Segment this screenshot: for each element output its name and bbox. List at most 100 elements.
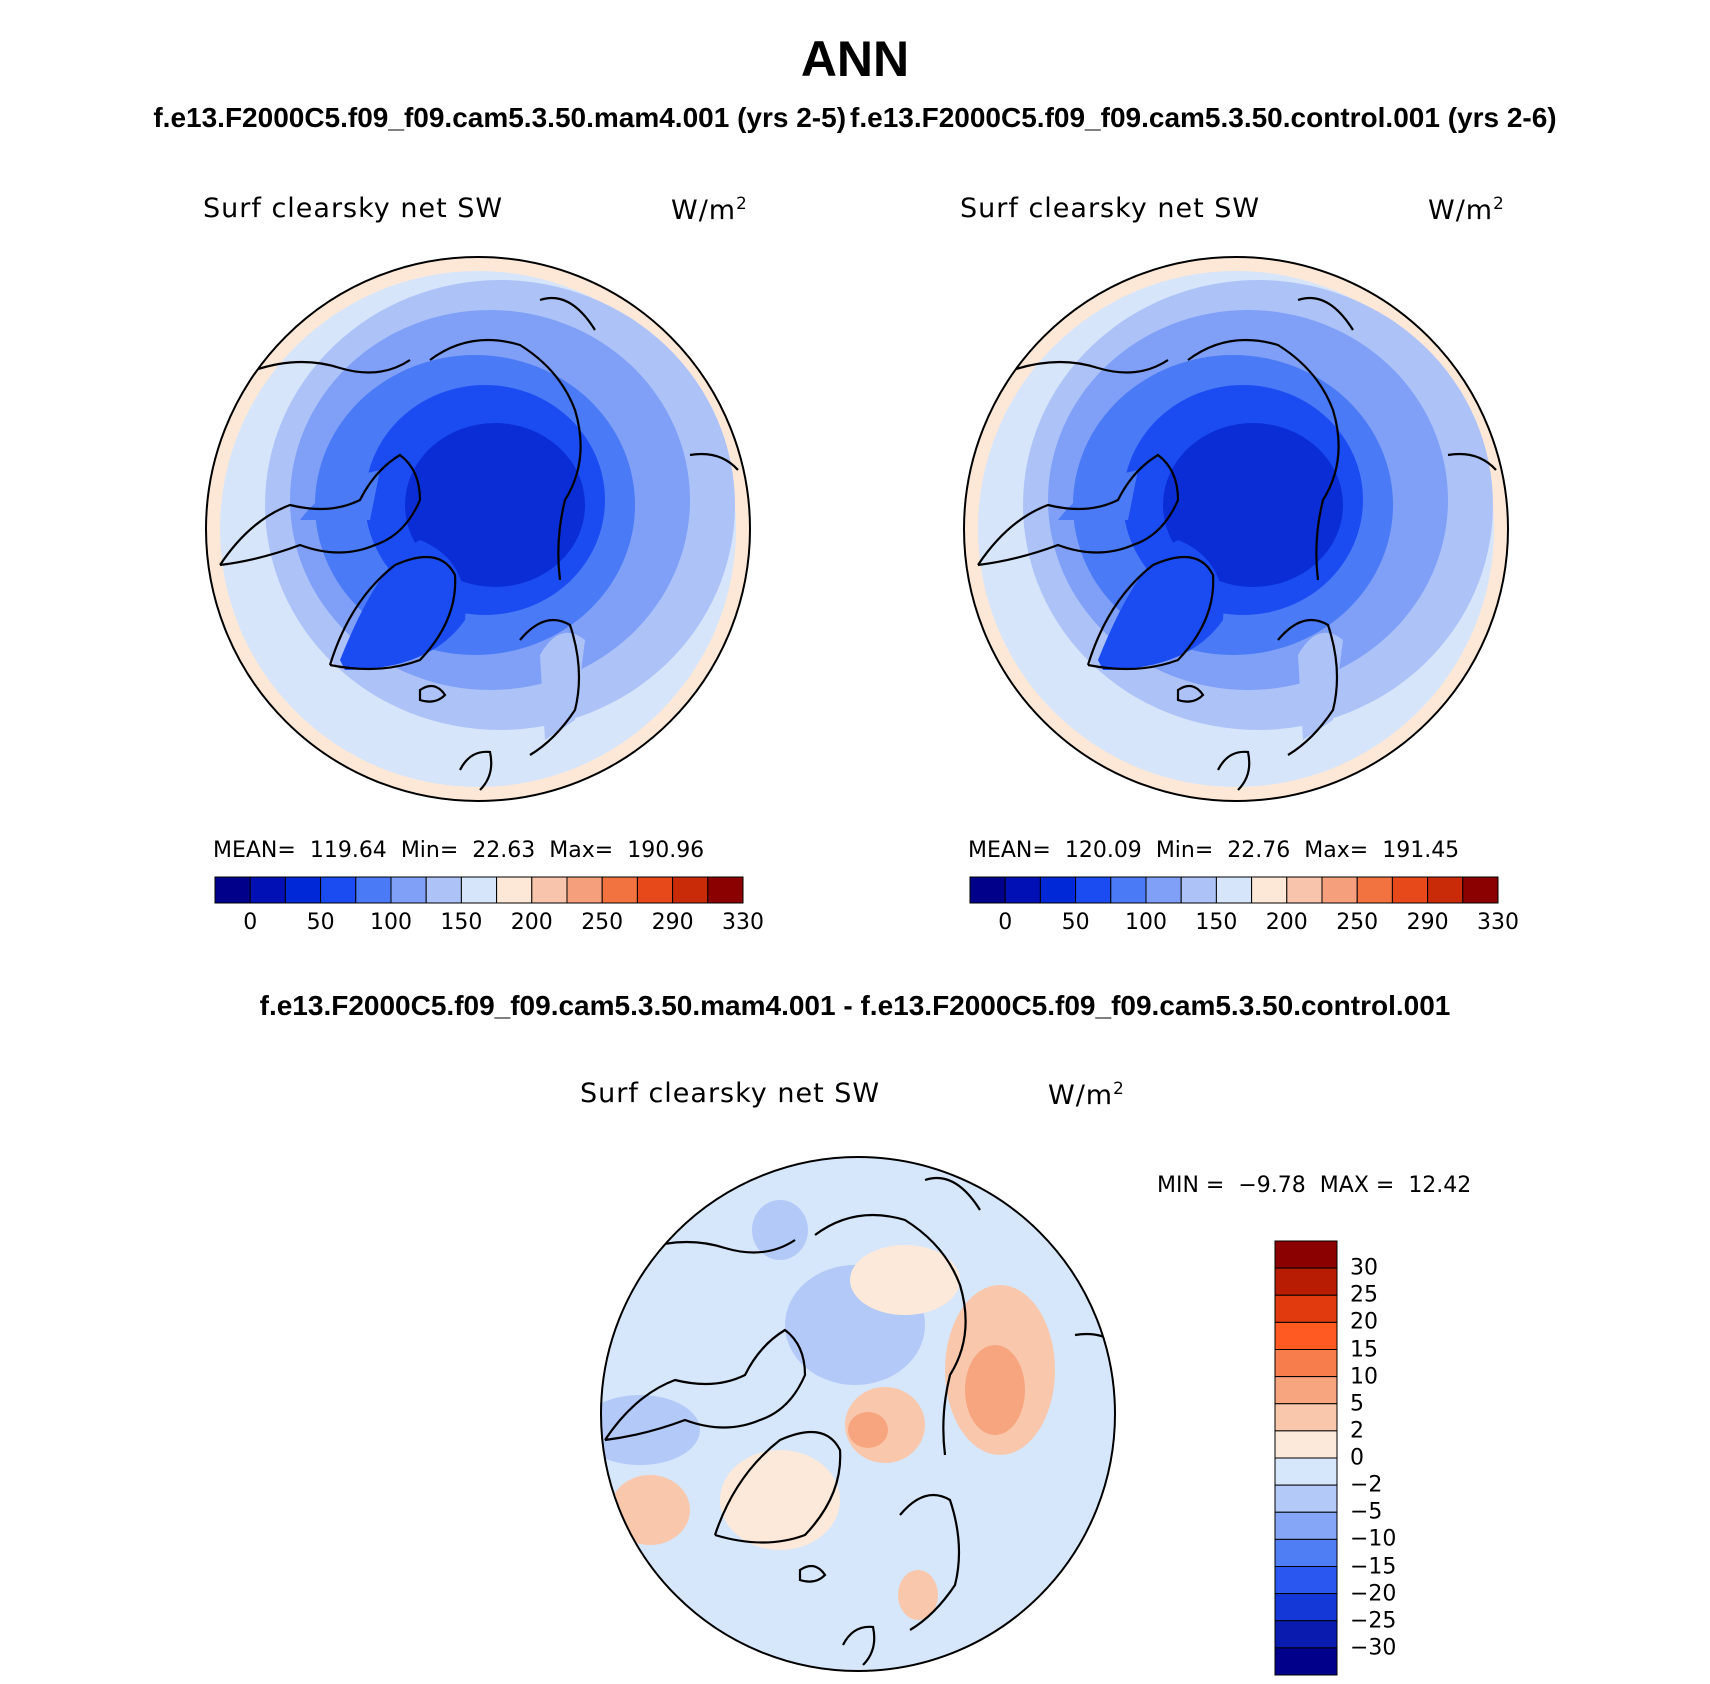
diff-colorbar-tick-label: −15 xyxy=(1350,1554,1397,1579)
panel1-colorbar-swatch xyxy=(249,876,286,904)
panel1-coastlines xyxy=(219,296,739,791)
panel2-colorbar-tick-label: 50 xyxy=(1061,910,1090,935)
diff-colorbar-swatch xyxy=(1274,1647,1338,1676)
diff-colorbar-tick-label: −5 xyxy=(1350,1499,1383,1525)
panel2-colorbar-swatch xyxy=(1321,876,1358,904)
diff-colorbar-tick-label: −20 xyxy=(1350,1581,1397,1607)
diff-min-value: −9.78 xyxy=(1238,1173,1306,1198)
panel2-colorbar xyxy=(969,876,1499,904)
panel2-colorbar-swatch xyxy=(1286,876,1323,904)
panel2-colorbar-swatch xyxy=(1391,876,1429,904)
diff-colorbar-tick-label: −10 xyxy=(1350,1526,1397,1552)
diff-colorbar-tick-label: −2 xyxy=(1350,1472,1383,1498)
panel2-max-value: 191.45 xyxy=(1382,838,1460,863)
diff-colorbar-tick-label: 10 xyxy=(1350,1364,1378,1390)
panel1-colorbar-swatch xyxy=(355,876,392,904)
panel1-min-value: 22.63 xyxy=(472,838,536,863)
panel1-colorbar-tick-label: 200 xyxy=(510,910,553,935)
panel1-colorbar-swatch xyxy=(390,876,427,904)
test-case-name: f.e13.F2000C5.f09_f09.cam5.3.50.mam4.001… xyxy=(153,102,847,133)
diff-colorbar-swatch xyxy=(1274,1430,1338,1459)
panel2-map-border xyxy=(963,256,1509,802)
diff-units: W/m2 xyxy=(1048,1078,1125,1111)
control-case-name: f.e13.F2000C5.f09_f09.cam5.3.50.control.… xyxy=(850,102,1557,133)
panel1-colorbar-tick-label: 150 xyxy=(440,910,483,935)
panel2-colorbar-swatch xyxy=(1075,876,1112,904)
panel2-max-label: Max= xyxy=(1304,838,1369,863)
panel2-colorbar-ticks: 0 50 100 150 200 250 290 330 xyxy=(969,910,1519,940)
panel2-colorbar-tick-label: 150 xyxy=(1195,910,1238,935)
panel2-mean-label: MEAN= xyxy=(968,838,1051,863)
diff-colorbar-swatch xyxy=(1274,1566,1338,1595)
diff-colorbar-tick-label: 30 xyxy=(1350,1255,1378,1281)
diff-title: f.e13.F2000C5.f09_f09.cam5.3.50.mam4.001… xyxy=(259,990,1451,1021)
diff-colorbar-swatch xyxy=(1274,1511,1338,1540)
panel1-colorbar-swatch xyxy=(531,876,568,904)
panel1-min-label: Min= xyxy=(400,838,459,863)
panel1-units: W/m2 xyxy=(671,193,748,226)
panel2-coastlines xyxy=(977,296,1497,791)
panel1-colorbar-tick-label: 250 xyxy=(581,910,624,935)
panel1-colorbar-swatch xyxy=(566,876,603,904)
panel2-colorbar-tick-label: 100 xyxy=(1125,910,1167,935)
diff-colorbar-swatch xyxy=(1274,1321,1338,1350)
diff-colorbar-ticks: 30 25 20 15 10 5 2 0 −2 −5 −10 −15 −20 −25 −30 xyxy=(1350,1240,1450,1676)
diff-max-value: 12.42 xyxy=(1408,1173,1472,1198)
panel2-colorbar-swatch xyxy=(1251,876,1288,904)
panel1-polar-map xyxy=(206,257,750,801)
panel2-colorbar-swatch xyxy=(1427,876,1464,904)
diff-colorbar-swatch xyxy=(1274,1403,1338,1432)
panel1-colorbar-tick-label: 100 xyxy=(370,910,412,935)
diff-colorbar-swatch xyxy=(1274,1457,1338,1486)
panel2-colorbar-swatch xyxy=(969,876,1006,904)
panel2-colorbar-tick-label: 200 xyxy=(1265,910,1308,935)
diff-colorbar-swatch xyxy=(1274,1593,1338,1622)
diff-max-label: MAX = xyxy=(1319,1173,1395,1198)
panel1-colorbar-swatch xyxy=(214,876,251,904)
diff-colorbar-swatch xyxy=(1274,1484,1338,1513)
panel2-min-value: 22.76 xyxy=(1227,838,1291,863)
panel1-mean-value: 119.64 xyxy=(309,838,387,863)
panel1-colorbar-swatch xyxy=(672,876,709,904)
diff-map-border xyxy=(600,1156,1116,1672)
diff-colorbar-tick-label: −30 xyxy=(1350,1635,1397,1661)
diff-colorbar-swatch xyxy=(1274,1538,1338,1567)
panel2-colorbar-swatch xyxy=(1180,876,1217,904)
panel2-variable: Surf clearsky net SW xyxy=(960,193,1261,224)
diff-colorbar-swatch xyxy=(1274,1267,1338,1296)
panel1-map-border xyxy=(205,256,751,802)
panel2-min-label: Min= xyxy=(1155,838,1214,863)
panel1-max-value: 190.96 xyxy=(627,838,705,863)
panel1-colorbar-tick-label: 50 xyxy=(306,910,335,935)
panel1-colorbar-swatch xyxy=(460,876,498,904)
panel2-colorbar-swatch xyxy=(1215,876,1253,904)
panel1-max-label: Max= xyxy=(549,838,614,863)
diff-colorbar-swatch xyxy=(1274,1240,1338,1269)
panel1-colorbar-ticks: 0 50 100 150 200 250 290 330 xyxy=(214,910,764,940)
diff-polar-map xyxy=(601,1157,1115,1671)
panel2-colorbar-swatch xyxy=(1039,876,1077,904)
panel1-colorbar-tick-label: 0 xyxy=(243,910,258,935)
diff-colorbar-swatch xyxy=(1274,1376,1338,1405)
panel2-stats: MEAN= 120.09 Min= 22.76 Max= 191.45 xyxy=(968,838,1473,863)
diff-colorbar-tick-label: 5 xyxy=(1350,1391,1364,1417)
panel1-stats: MEAN= 119.64 Min= 22.63 Max= 190.96 xyxy=(213,838,718,863)
diff-colorbar-swatch xyxy=(1274,1294,1338,1323)
diff-colorbar-tick-label: 0 xyxy=(1350,1445,1364,1471)
panel1-colorbar-swatch xyxy=(425,876,462,904)
panel1-colorbar-swatch xyxy=(601,876,638,904)
figure-title: ANN xyxy=(800,31,910,87)
diff-stats: MIN = −9.78 MAX = 12.42 xyxy=(1157,1173,1485,1198)
panel2-colorbar-swatch xyxy=(1145,876,1182,904)
diff-colorbar-tick-label: 25 xyxy=(1350,1282,1378,1308)
diff-min-label: MIN = xyxy=(1157,1173,1225,1198)
panel2-colorbar-tick-label: 250 xyxy=(1336,910,1379,935)
diff-coastlines xyxy=(604,1176,1115,1666)
panel2-colorbar-swatch xyxy=(1110,876,1147,904)
panel2-polar-map xyxy=(964,257,1508,801)
panel2-colorbar-swatch xyxy=(1004,876,1041,904)
diff-colorbar-tick-label: 20 xyxy=(1350,1309,1378,1335)
diff-colorbar-tick-label: −25 xyxy=(1350,1608,1397,1634)
panel1-variable: Surf clearsky net SW xyxy=(203,193,504,224)
